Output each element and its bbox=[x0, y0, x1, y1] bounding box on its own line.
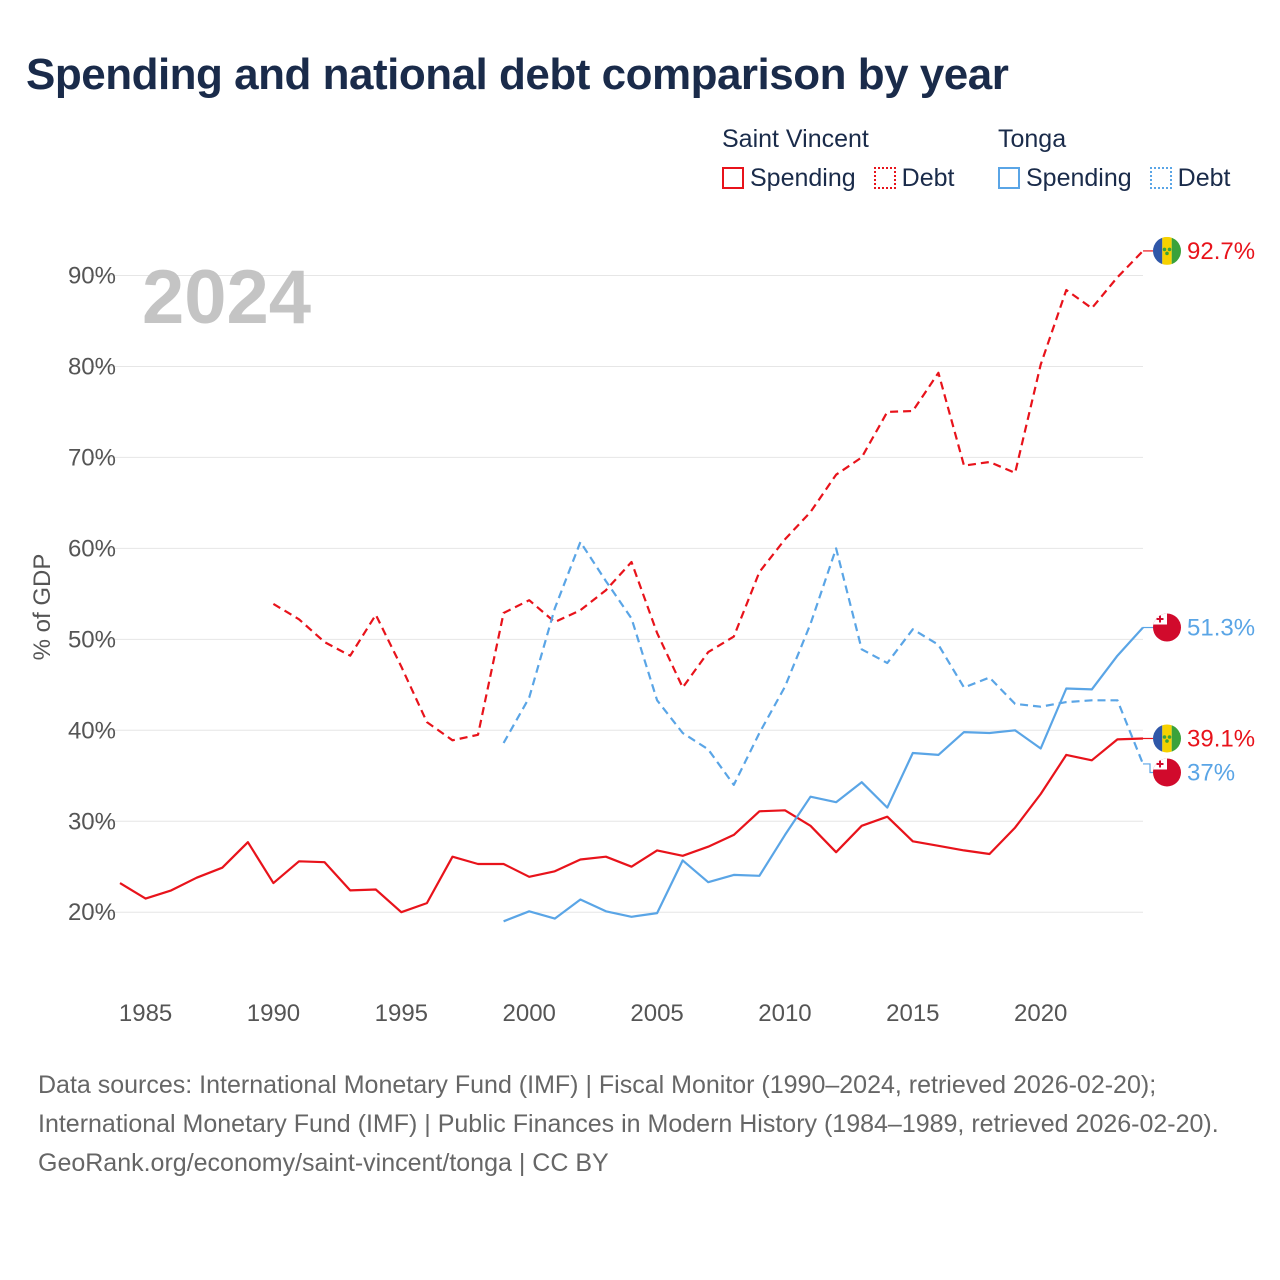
tonga-debt-line[interactable] bbox=[502, 540, 1145, 786]
x-tick-label: 1990 bbox=[247, 1000, 300, 1027]
x-tick-label: 1995 bbox=[375, 1000, 428, 1027]
x-axis-ticks: 1985 1990 1995 2000 2005 2010 2015 2020 bbox=[119, 1000, 1068, 1027]
line-chart: 2024 20%30%40%50%60%70%80%90% 1985 1990 19… bbox=[29, 236, 1255, 1027]
legend-item-saint-vincent-debt[interactable]: Debt bbox=[873, 163, 955, 193]
y-tick-label: 40% bbox=[68, 717, 116, 744]
legend-swatch-dotted bbox=[1149, 167, 1172, 189]
legend-country-name: Tonga bbox=[998, 125, 1067, 153]
label-connector bbox=[1143, 763, 1153, 774]
y-axis-ticks: 20% 30% 40% 50% 60% 70% 80% 90% bbox=[68, 262, 116, 926]
legend-swatch-dotted bbox=[873, 167, 896, 189]
tonga-flag-icon bbox=[1153, 758, 1181, 787]
saint-vincent-flag-icon bbox=[1153, 236, 1181, 265]
x-tick-label: 1985 bbox=[119, 1000, 172, 1027]
y-tick-label: 20% bbox=[68, 899, 116, 926]
x-tick-label: 2010 bbox=[758, 1000, 811, 1027]
gridlines bbox=[90, 274, 1143, 913]
year-watermark: 2024 bbox=[142, 255, 311, 340]
legend-item-label: Debt bbox=[1177, 163, 1231, 192]
chart-title: Spending and national debt comparison by… bbox=[26, 50, 1009, 99]
legend-item-tonga-debt[interactable]: Debt bbox=[1149, 163, 1231, 193]
legend-country-name: Saint Vincent bbox=[722, 125, 869, 153]
tonga-flag-icon bbox=[1153, 613, 1181, 642]
y-tick-label: 70% bbox=[68, 444, 116, 471]
x-tick-label: 2020 bbox=[1014, 1000, 1067, 1027]
y-axis-title: % of GDP bbox=[29, 554, 56, 661]
y-tick-label: 50% bbox=[68, 626, 116, 653]
x-tick-label: 2015 bbox=[886, 1000, 939, 1027]
end-value-label: 37% bbox=[1187, 759, 1235, 786]
legend-saint-vincent: Saint Vincent Spending Debt bbox=[722, 122, 972, 200]
y-tick-label: 60% bbox=[68, 535, 116, 562]
saint-vincent-flag-icon bbox=[1153, 724, 1181, 753]
y-tick-label: 90% bbox=[68, 262, 116, 289]
legend-item-label: Debt bbox=[901, 163, 955, 192]
tonga-spending-line[interactable] bbox=[503, 626, 1144, 923]
data-sources: Data sources: International Monetary Fun… bbox=[38, 1071, 1219, 1138]
footer: Data sources: International Monetary Fun… bbox=[38, 1066, 1238, 1183]
credit-line: GeoRank.org/economy/saint-vincent/tonga … bbox=[38, 1149, 609, 1177]
legend-swatch-solid bbox=[722, 167, 744, 189]
legend-item-label: Spending bbox=[750, 163, 856, 192]
x-tick-label: 2005 bbox=[630, 1000, 683, 1027]
legend-swatch-solid bbox=[998, 167, 1020, 189]
end-labels: 92.7% 51.3% 39.1% 37% bbox=[1143, 236, 1255, 787]
x-tick-label: 2000 bbox=[503, 1000, 556, 1027]
series-lines bbox=[119, 250, 1145, 923]
legend-item-label: Spending bbox=[1026, 163, 1132, 192]
y-tick-label: 80% bbox=[68, 353, 116, 380]
y-tick-label: 30% bbox=[68, 808, 116, 835]
end-value-label: 92.7% bbox=[1187, 238, 1255, 265]
legend-item-saint-vincent-spending[interactable]: Spending bbox=[722, 164, 856, 193]
legend-tonga: Tonga Spending Debt bbox=[998, 122, 1248, 200]
end-value-label: 39.1% bbox=[1187, 725, 1255, 752]
saint-vincent-spending-line[interactable] bbox=[119, 737, 1144, 914]
saint-vincent-debt-line[interactable] bbox=[272, 250, 1144, 742]
end-value-label: 51.3% bbox=[1187, 615, 1255, 642]
legend-item-tonga-spending[interactable]: Spending bbox=[998, 164, 1132, 193]
